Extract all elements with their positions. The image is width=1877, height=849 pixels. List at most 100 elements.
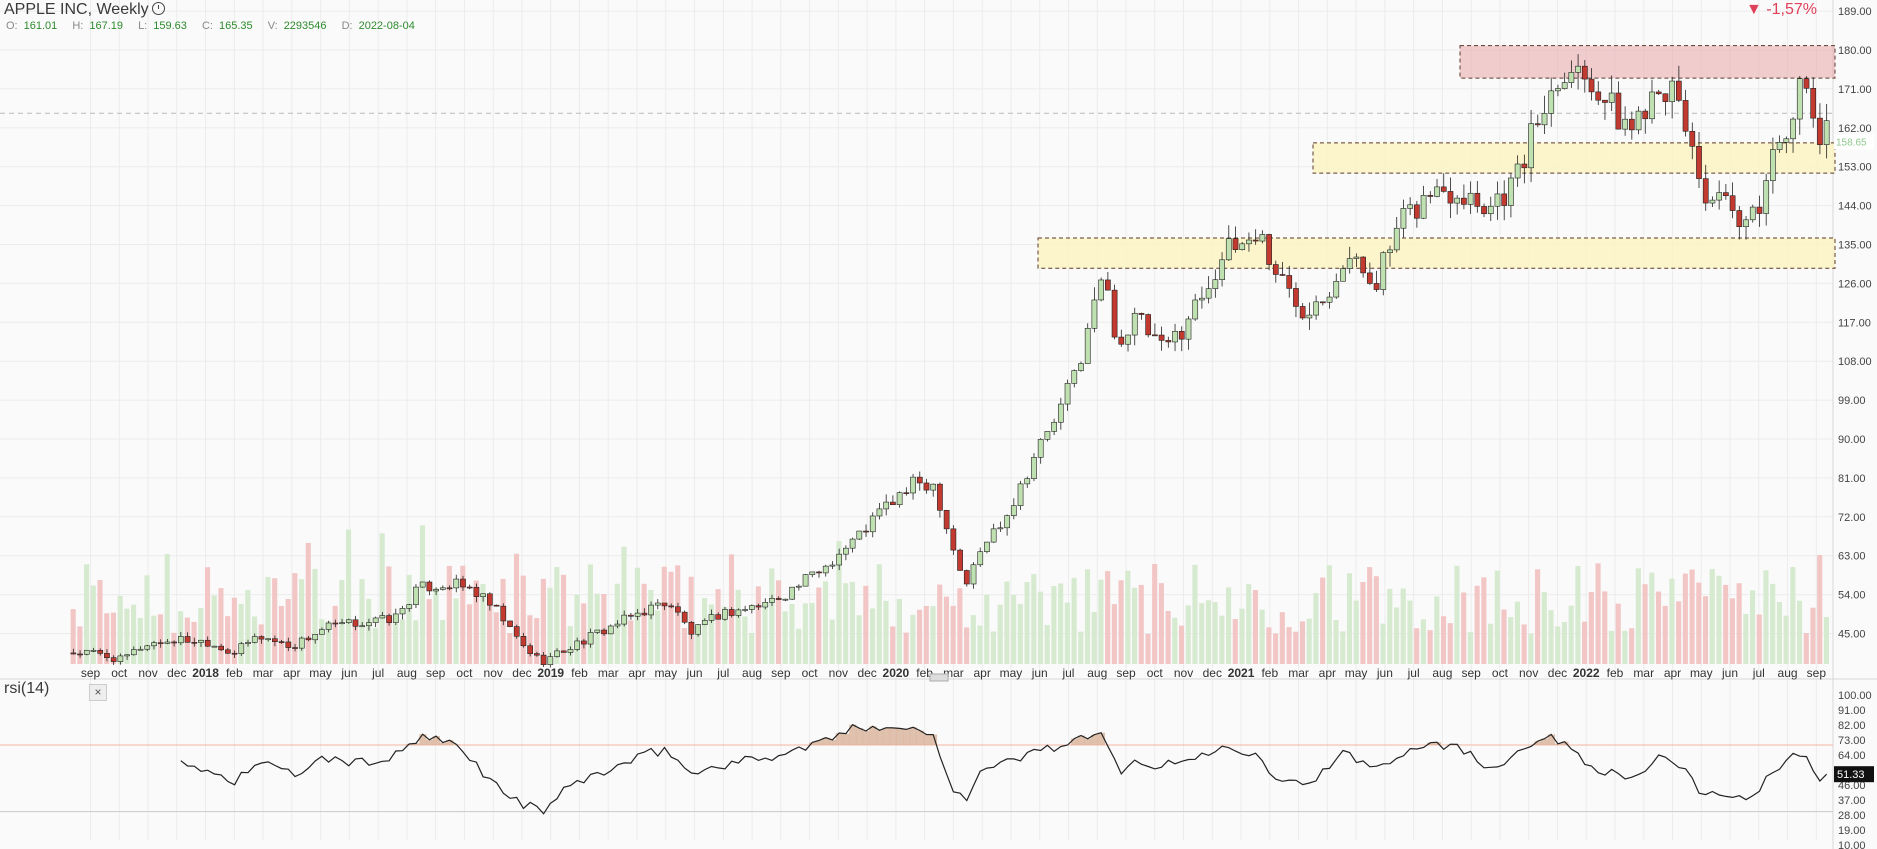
rsi-tick-label: 37.00 xyxy=(1838,795,1866,807)
candle-body xyxy=(1675,80,1682,101)
price-tick-label: 90.00 xyxy=(1838,434,1866,446)
time-tick-label: oct xyxy=(802,666,819,680)
time-tick-label: jul xyxy=(1061,666,1074,680)
rsi-overbought-fill xyxy=(923,734,931,745)
volume-bar xyxy=(171,632,177,664)
candle-body xyxy=(104,653,110,658)
candle-body xyxy=(124,654,130,657)
time-tick-label: sep xyxy=(426,666,446,680)
time-tick-label: mar xyxy=(1633,666,1654,680)
volume-bar xyxy=(957,588,963,664)
candle-body xyxy=(607,625,614,635)
rsi-overbought-fill xyxy=(432,736,440,745)
time-tick-label: feb xyxy=(571,666,588,680)
volume-bar xyxy=(1689,569,1695,664)
change-value: -1,57% xyxy=(1766,1,1817,18)
volume-bar xyxy=(1205,600,1211,664)
candle-body xyxy=(1568,72,1575,83)
volume-bar xyxy=(151,615,157,664)
candle-body xyxy=(701,620,708,625)
time-tick-label: 2019 xyxy=(537,666,564,680)
rsi-overbought-fill xyxy=(1534,741,1542,745)
candle-body xyxy=(950,528,957,551)
volume-bar xyxy=(272,578,278,664)
volume-bar xyxy=(225,616,231,664)
volume-bar xyxy=(419,525,426,664)
candle-body xyxy=(1393,227,1400,251)
rsi-overbought-fill xyxy=(1084,738,1092,745)
candle-body xyxy=(191,642,198,644)
volume-bar xyxy=(1776,602,1782,664)
volume-bar xyxy=(1380,623,1386,664)
volume-bar xyxy=(1588,591,1594,664)
time-tick-label: jun xyxy=(1721,666,1738,680)
candle-body xyxy=(1709,199,1716,204)
candle-body xyxy=(225,649,231,654)
rsi-overbought-fill xyxy=(855,728,864,745)
volume-bar xyxy=(97,580,103,664)
time-tick-label: jul xyxy=(1752,666,1765,680)
volume-bar xyxy=(1273,633,1279,664)
candle-body xyxy=(513,626,520,637)
candle-body xyxy=(1279,274,1286,276)
candle-body xyxy=(789,586,795,600)
candle-body xyxy=(688,621,695,635)
time-tick-label: mar xyxy=(1288,666,1309,680)
volume-bar xyxy=(433,588,439,664)
candle-body xyxy=(1756,206,1763,214)
time-tick-label: jun xyxy=(686,666,703,680)
volume-bar xyxy=(1716,575,1722,664)
candle-body xyxy=(1172,331,1178,343)
candle-body xyxy=(184,636,191,643)
candle-body xyxy=(1628,118,1635,131)
candle-body xyxy=(621,614,628,625)
support-zone-lower xyxy=(1037,237,1836,269)
candle-body xyxy=(1380,252,1387,290)
candle-body xyxy=(359,625,366,628)
candle-body xyxy=(352,619,359,627)
candle-body xyxy=(1608,92,1615,103)
rsi-tick-label: 10.00 xyxy=(1838,840,1866,849)
candle-body xyxy=(1360,256,1366,274)
volume-bar xyxy=(1239,608,1245,664)
candle-body xyxy=(164,641,171,644)
time-tick-label: mar xyxy=(253,666,274,680)
volume-bar xyxy=(849,581,855,664)
time-tick-label: aug xyxy=(742,666,762,680)
volume-bar xyxy=(1736,583,1742,664)
volume-bar xyxy=(1434,596,1440,664)
volume-bar xyxy=(1508,617,1514,664)
volume-bar xyxy=(1729,598,1735,664)
candle-body xyxy=(507,620,513,627)
volume-bar xyxy=(896,598,902,664)
volume-bar xyxy=(1702,596,1709,664)
time-tick-label: dec xyxy=(1203,666,1222,680)
volume-bar xyxy=(547,587,553,664)
rsi-value-label: 51.33 xyxy=(1837,769,1865,781)
candle-body xyxy=(735,609,742,616)
candle-body xyxy=(1414,204,1420,219)
volume-bar xyxy=(1044,625,1050,664)
volume-bar xyxy=(970,615,976,664)
candle-body xyxy=(984,541,990,552)
candle-body xyxy=(883,501,890,510)
volume-bar xyxy=(856,615,862,664)
volume-bar xyxy=(1575,566,1581,664)
rsi-line xyxy=(180,723,1828,815)
volume-bar xyxy=(319,619,325,664)
time-tick-label: apr xyxy=(628,666,645,680)
low-key: L: xyxy=(138,20,148,32)
volume-bar xyxy=(77,626,83,664)
rsi-overbought-fill xyxy=(808,742,817,745)
rsi-overbought-fill xyxy=(419,734,427,745)
candle-body xyxy=(1407,204,1414,209)
candle-body xyxy=(1790,118,1796,140)
candle-body xyxy=(1662,93,1669,102)
volume-bar xyxy=(1669,578,1675,664)
resistance-zone xyxy=(1459,45,1836,79)
volume-bar xyxy=(1783,615,1789,664)
close-indicator-button[interactable]: × xyxy=(89,684,107,701)
candle-body xyxy=(534,653,540,656)
volume-bar xyxy=(964,627,970,664)
